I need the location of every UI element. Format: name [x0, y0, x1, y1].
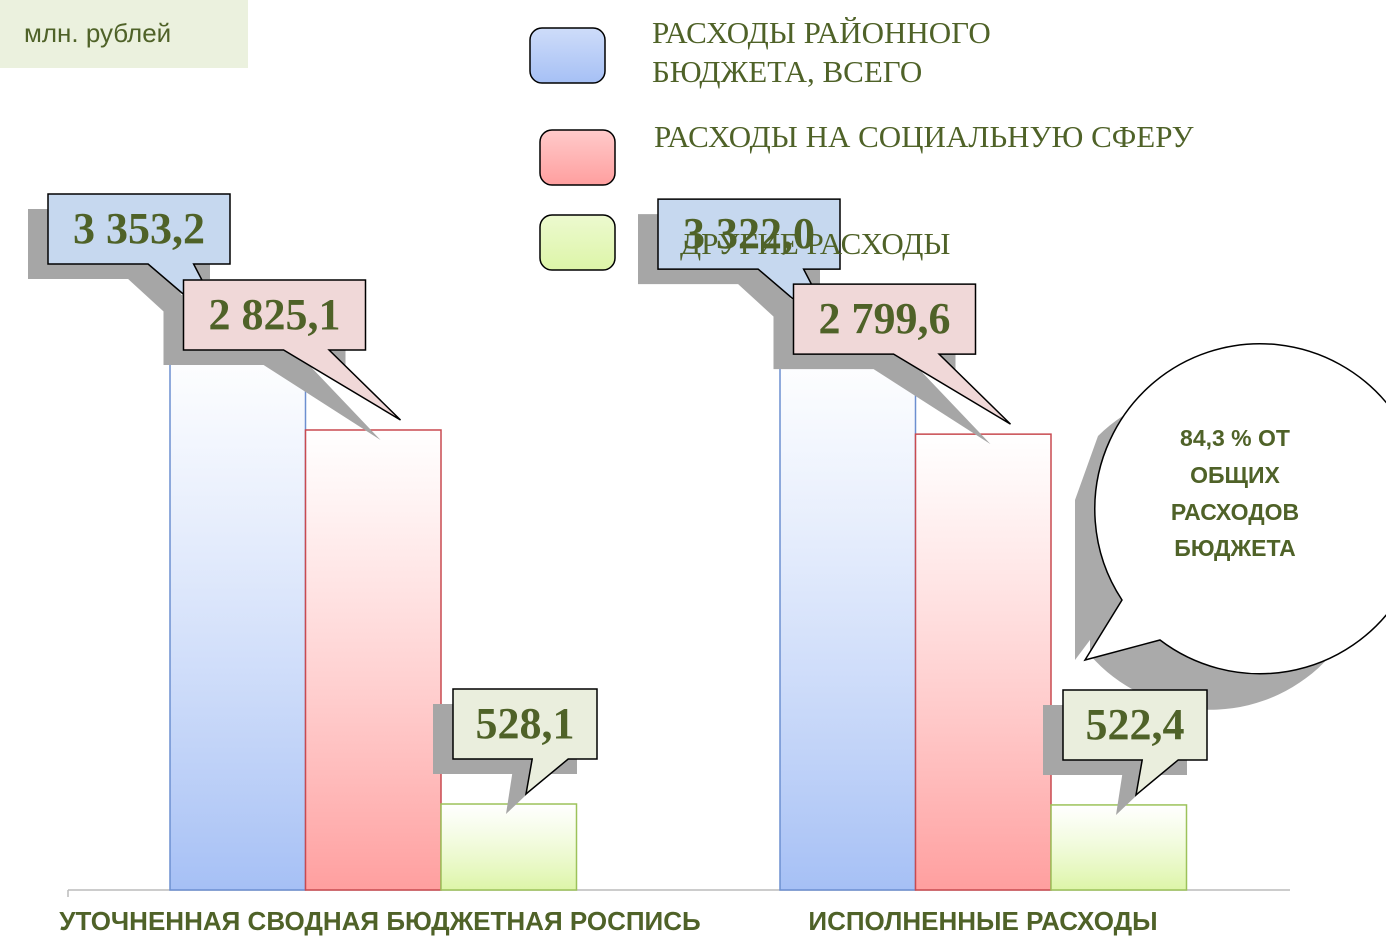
callout	[182, 279, 402, 421]
bar	[304, 429, 442, 891]
callout	[792, 283, 1012, 425]
value-label: 2 799,6	[819, 294, 951, 343]
legend-swatch	[539, 129, 616, 186]
callout	[1062, 689, 1208, 797]
annotation-box: 84,3 % ОТ ОБЩИХ РАСХОДОВ БЮДЖЕТА	[1170, 425, 1300, 562]
value-label: 3 322,0	[683, 209, 815, 258]
value-label: 2 825,1	[209, 290, 341, 339]
annotation: 84,3 % ОТ ОБЩИХ РАСХОДОВ БЮДЖЕТА	[1170, 425, 1300, 562]
annotation-bubble	[1083, 343, 1386, 675]
value-label: 528,1	[476, 699, 575, 748]
callout	[452, 688, 598, 796]
legend-swatch	[529, 27, 606, 84]
x-tick-label: ИСПОЛНЕННЫЕ РАСХОДЫ	[808, 906, 1157, 936]
bar	[914, 433, 1052, 891]
legend-label: ДРУГИЕ РАСХОДЫ	[680, 226, 951, 261]
legend-entry: РАСХОДЫ РАЙОННОГО БЮДЖЕТА, ВСЕГО	[652, 15, 991, 89]
legend-label: РАСХОДЫ РАЙОННОГО БЮДЖЕТА, ВСЕГО	[652, 15, 991, 89]
bar	[779, 348, 917, 891]
legend-swatch	[539, 214, 616, 271]
value-label: 522,4	[1086, 700, 1185, 749]
unit-box	[0, 0, 248, 68]
legend-entry: РАСХОДЫ НА СОЦИАЛЬНУЮ СФЕРУ	[654, 119, 1194, 154]
bar	[440, 803, 578, 891]
bar	[1050, 804, 1188, 891]
value-label: 3 353,2	[73, 204, 205, 253]
x-tick-label: УТОЧНЕННАЯ СВОДНАЯ БЮДЖЕТНАЯ РОСПИСЬ	[59, 906, 700, 936]
bar	[169, 343, 307, 891]
unit-label: млн. рублей	[24, 18, 171, 48]
legend-entry: ДРУГИЕ РАСХОДЫ	[680, 226, 951, 261]
legend-label: РАСХОДЫ НА СОЦИАЛЬНУЮ СФЕРУ	[654, 119, 1194, 154]
